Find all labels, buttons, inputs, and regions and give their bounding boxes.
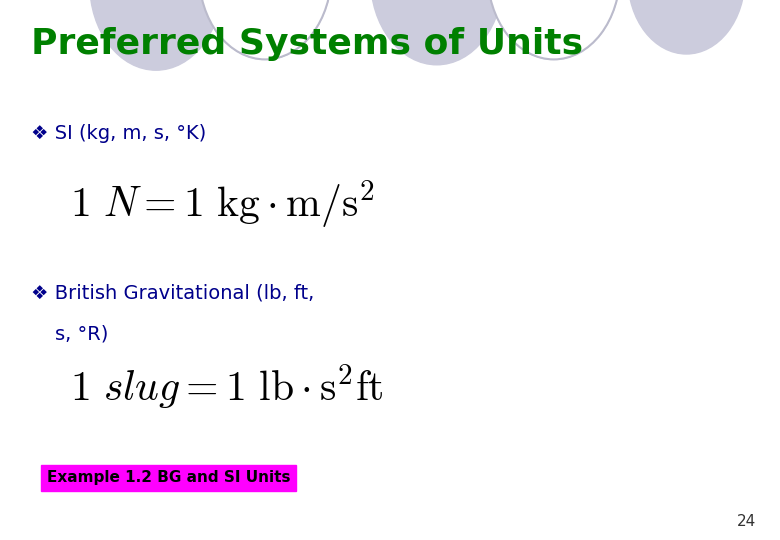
Ellipse shape [628, 0, 745, 54]
Text: ❖ SI (kg, m, s, °K): ❖ SI (kg, m, s, °K) [31, 124, 207, 143]
Ellipse shape [90, 0, 222, 70]
Ellipse shape [199, 0, 332, 59]
Text: Preferred Systems of Units: Preferred Systems of Units [31, 27, 583, 61]
Text: $1\ slug = 1\ \rm{lb} \cdot s^2 ft$: $1\ slug = 1\ \rm{lb} \cdot s^2 ft$ [70, 362, 384, 410]
Text: ❖ British Gravitational (lb, ft,: ❖ British Gravitational (lb, ft, [31, 284, 314, 302]
Ellipse shape [199, 0, 332, 59]
Ellipse shape [370, 0, 503, 65]
Text: s, °R): s, °R) [55, 324, 108, 343]
Text: 24: 24 [737, 514, 757, 529]
Text: $1\ N = 1\ \rm{kg} \cdot m/s^2$: $1\ N = 1\ \rm{kg} \cdot m/s^2$ [70, 178, 374, 230]
Text: Example 1.2 BG and SI Units: Example 1.2 BG and SI Units [47, 470, 290, 485]
Ellipse shape [488, 0, 620, 59]
Ellipse shape [488, 0, 620, 59]
